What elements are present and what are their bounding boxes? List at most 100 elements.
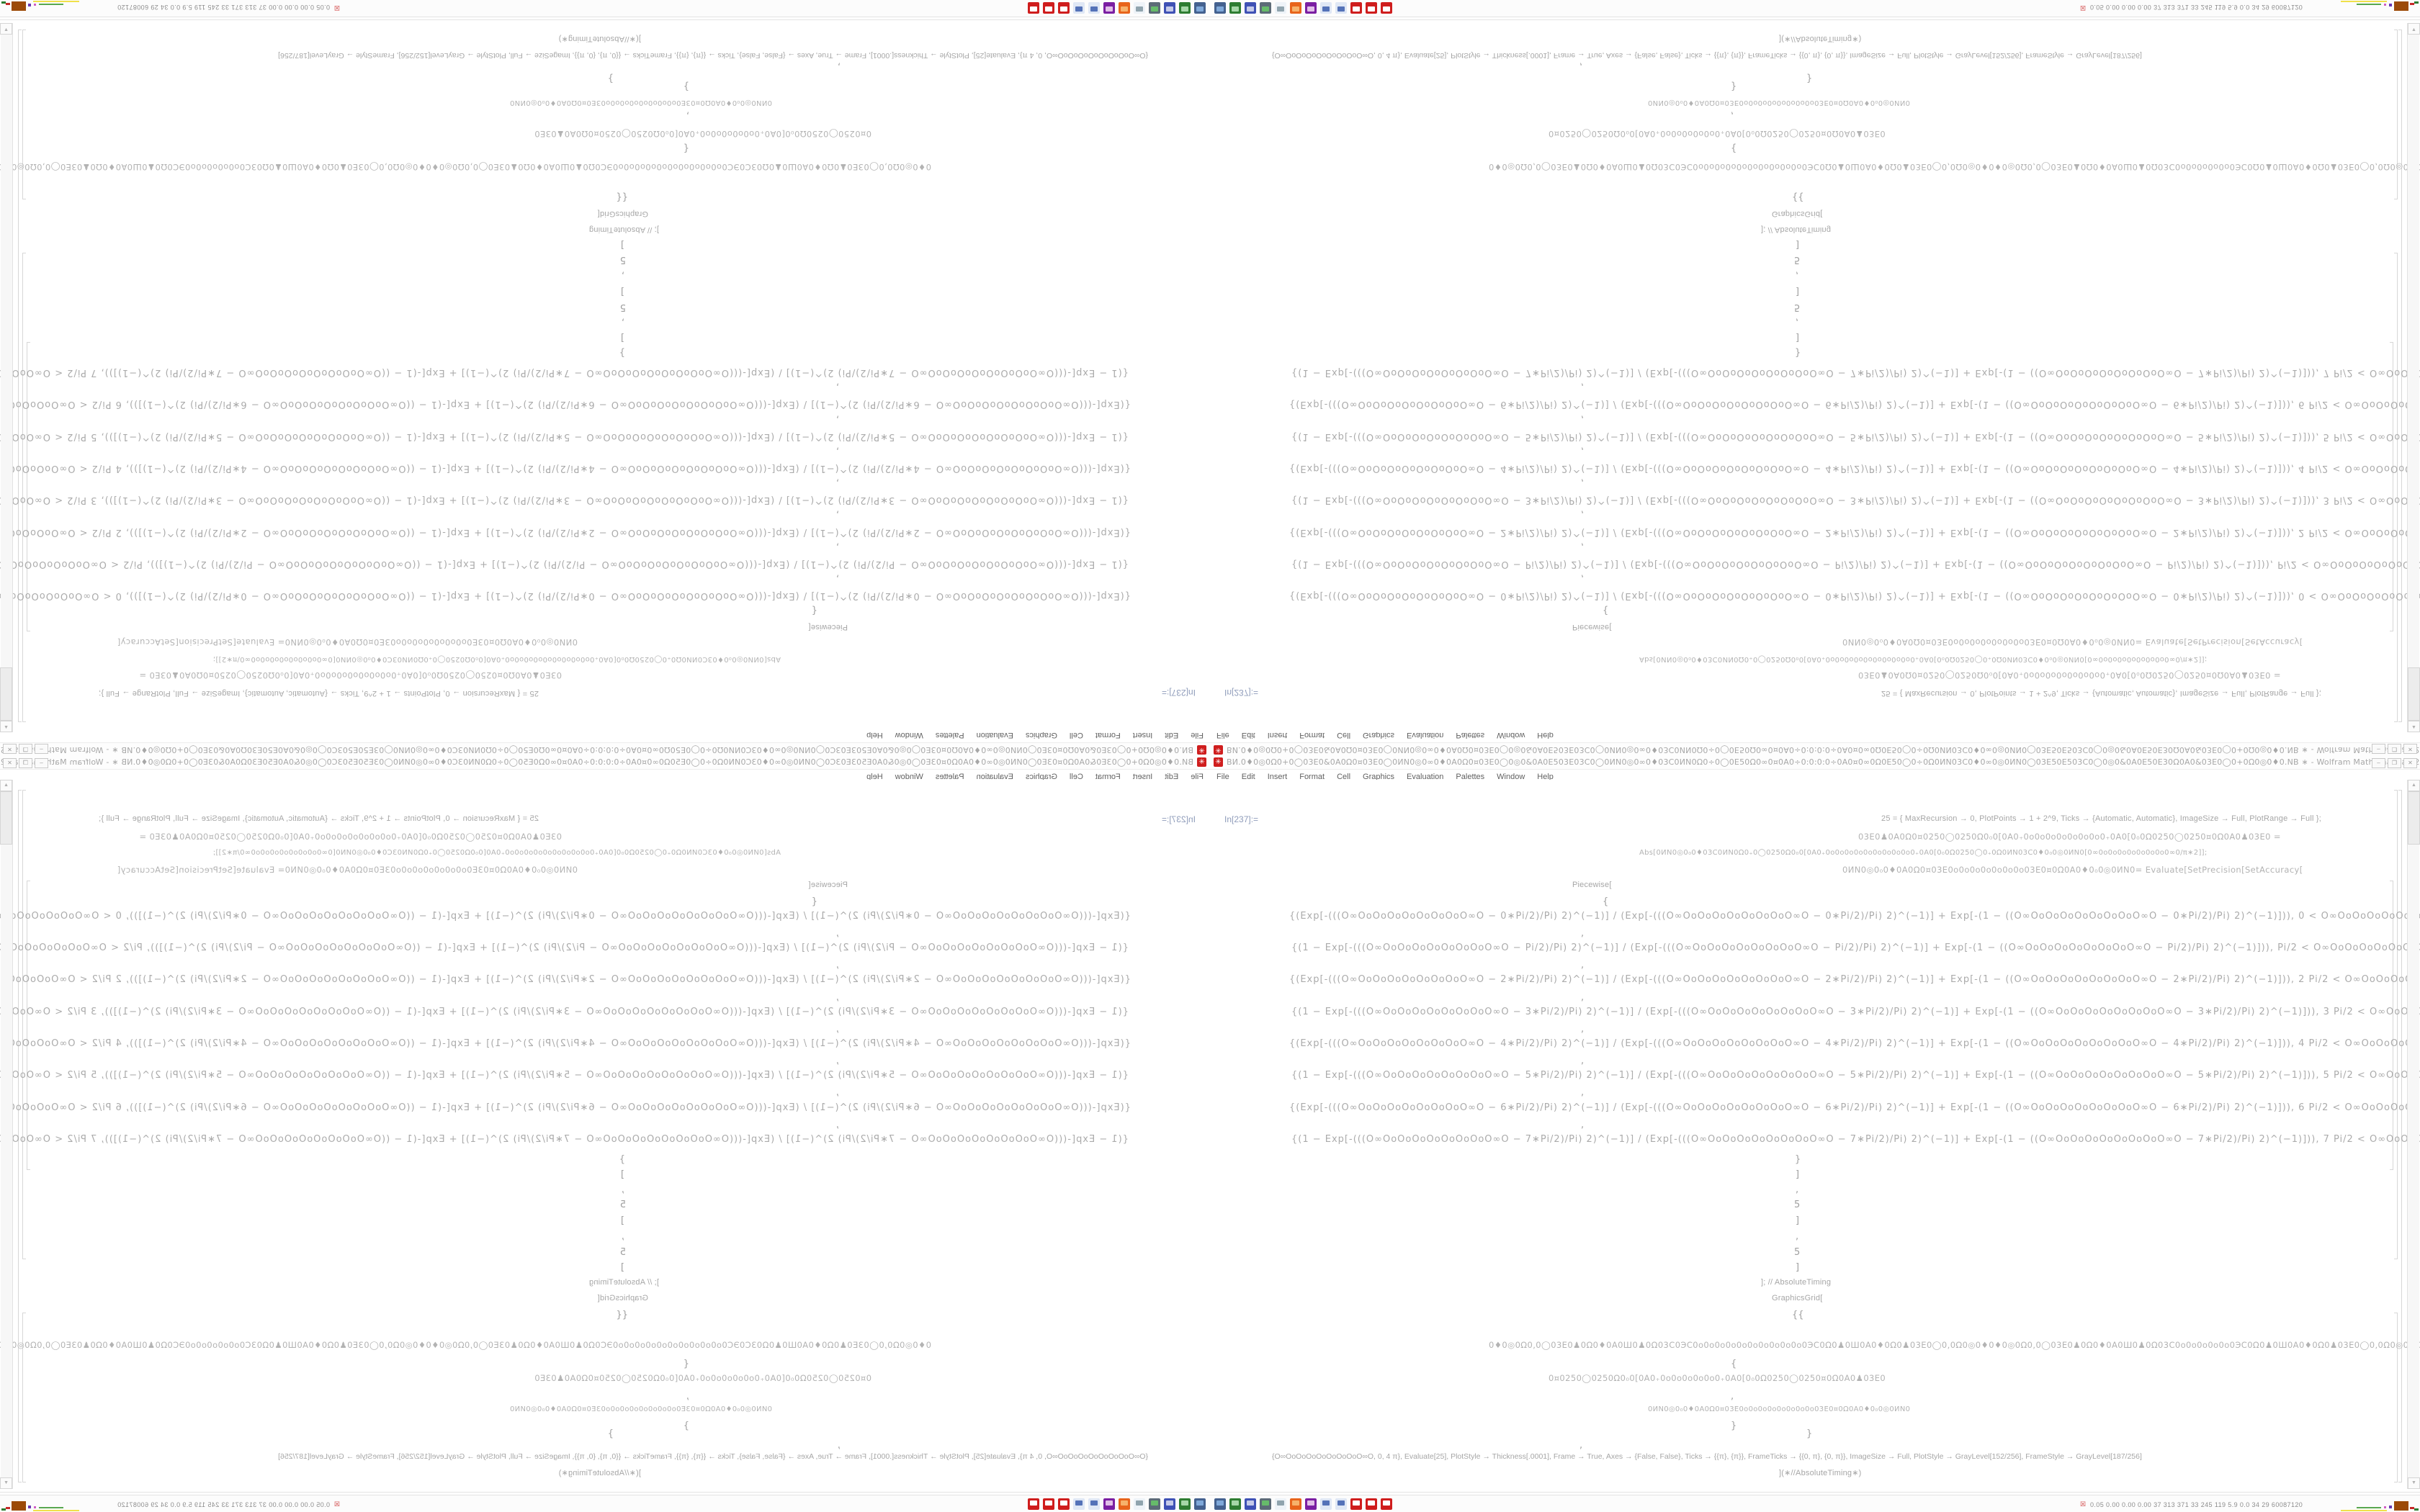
green-meter[interactable] [39,4,63,5]
scroll-down-arrow[interactable]: ▼ [2408,23,2420,35]
green-book-icon[interactable] [1179,2,1191,14]
close-button[interactable]: ✕ [3,744,17,754]
cell-bracket-middle[interactable] [22,253,26,722]
mathematica-icon-2[interactable] [1043,1498,1054,1510]
scroll-up-arrow[interactable]: ▲ [0,721,12,732]
notepad-icon[interactable] [1134,2,1145,14]
green-speck[interactable] [2414,1,2419,4]
firefox-icon[interactable] [1290,2,1301,14]
display-settings-icon[interactable] [1149,2,1160,14]
restore-button[interactable]: ❐ [2388,744,2401,754]
cell-bracket-inner[interactable] [27,881,30,1170]
vertical-scrollbar[interactable]: ▲ ▼ [2407,23,2420,732]
vertical-scrollbar[interactable]: ▲ ▼ [0,780,13,1489]
yellow-meter[interactable] [33,1,79,2]
brown-box[interactable] [2394,1,2408,11]
mathematica-icon-3[interactable] [1028,2,1039,14]
scroll-up-arrow[interactable]: ▲ [0,780,12,791]
firefox-icon[interactable] [1119,2,1130,14]
pink-dot[interactable] [34,1506,36,1508]
display-settings-icon[interactable] [1260,2,1271,14]
cell-bracket-lower[interactable] [22,30,26,199]
calculator-icon-2[interactable] [1335,1498,1347,1510]
menu-graphics[interactable]: Graphics [1363,773,1395,781]
taskbar[interactable]: ☒ 0.05 0.00 0.00 0.00 37 313 371 33 245 … [1210,1495,2420,1512]
mathematica-icon-3[interactable] [1028,1498,1039,1510]
window-titlebar[interactable]: ✳ BИ.0♦0◎0Ω0+0◯03Ε0&0Α0Ω0¤03Ε0◯0ИΝ0◎0∞0♦… [0,756,1210,770]
brown-box[interactable] [12,1501,26,1511]
menu-edit[interactable]: Edit [1241,773,1255,781]
notepad-icon[interactable] [1275,1498,1286,1510]
green-speck[interactable] [1,1508,6,1511]
menu-palettes[interactable]: Palettes [1456,773,1485,781]
taskbar[interactable]: ☒ 0.05 0.00 0.00 0.00 37 313 371 33 245 … [0,0,1210,17]
firefox-icon[interactable] [1290,1498,1301,1510]
close-button[interactable]: ✕ [2403,744,2417,754]
menu-format[interactable]: Format [1299,773,1325,781]
cell-bracket-lower[interactable] [2394,30,2398,199]
scroll-up-arrow[interactable]: ▲ [2408,721,2420,732]
green-meter[interactable] [39,1507,63,1508]
red-speck[interactable] [6,1507,10,1509]
green-book-icon[interactable] [1229,2,1241,14]
scroll-down-arrow[interactable]: ▼ [0,1477,12,1489]
floppy-disk-64-icon[interactable] [1164,1498,1175,1510]
green-meter[interactable] [2357,1507,2381,1508]
cell-bracket-outer[interactable] [2398,790,2402,1482]
pink-dot[interactable] [34,4,36,6]
taskbar[interactable]: ☒ 0.05 0.00 0.00 0.00 37 313 371 33 245 … [1210,0,2420,17]
computer-monitor-icon[interactable] [1194,2,1206,14]
minimize-button[interactable]: – [35,758,48,768]
mathematica-icon-2[interactable] [1043,2,1054,14]
calculator-icon-2[interactable] [1073,1498,1085,1510]
tray-close-icon[interactable]: ☒ [2080,4,2087,12]
mathematica-icon-2[interactable] [1366,2,1377,14]
cell-bracket-inner[interactable] [2390,342,2393,631]
purple-diamond[interactable] [28,4,31,6]
computer-monitor-icon[interactable] [1214,1498,1226,1510]
restore-button[interactable]: ❐ [19,758,32,768]
mathematica-icon-3[interactable] [1381,1498,1392,1510]
scrollbar-thumb[interactable] [2408,791,2420,845]
minimize-button[interactable]: – [35,744,48,754]
menu-file[interactable]: File [1216,773,1229,781]
pink-dot[interactable] [2384,4,2386,6]
purple-app-icon[interactable] [1305,1498,1317,1510]
purple-diamond[interactable] [2389,4,2392,6]
calculator-icon[interactable] [1320,1498,1332,1510]
mathematica-icon-2[interactable] [1366,1498,1377,1510]
display-settings-icon[interactable] [1260,1498,1271,1510]
red-speck[interactable] [6,3,10,5]
firefox-icon[interactable] [1119,1498,1130,1510]
brown-box[interactable] [12,1,26,11]
green-meter[interactable] [2357,4,2381,5]
window-titlebar[interactable]: ✳ BИ.0♦0◎0Ω0+0◯03Ε0&0Α0Ω0¤03Ε0◯0ИΝ0◎0∞0♦… [1210,742,2420,756]
vertical-scrollbar[interactable]: ▲ ▼ [2407,780,2420,1489]
computer-monitor-icon[interactable] [1214,2,1226,14]
tray-close-icon[interactable]: ☒ [333,1500,340,1508]
green-book-icon[interactable] [1179,1498,1191,1510]
calculator-icon-2[interactable] [1073,2,1085,14]
scroll-down-arrow[interactable]: ▼ [0,23,12,35]
notepad-icon[interactable] [1134,1498,1145,1510]
green-speck[interactable] [1,1,6,4]
close-button[interactable]: ✕ [3,758,17,768]
cell-bracket-lower[interactable] [2394,1313,2398,1482]
green-book-icon[interactable] [1229,1498,1241,1510]
minimize-button[interactable]: – [2372,744,2385,754]
tray-close-icon[interactable]: ☒ [2080,1500,2087,1508]
minimize-button[interactable]: – [2372,758,2385,768]
tray-close-icon[interactable]: ☒ [333,4,340,12]
close-button[interactable]: ✕ [2403,758,2417,768]
menu-help[interactable]: Help [1537,773,1554,781]
scroll-down-arrow[interactable]: ▼ [2408,1477,2420,1489]
red-speck[interactable] [2410,1507,2414,1509]
purple-app-icon[interactable] [1305,2,1317,14]
pink-dot[interactable] [2384,1506,2386,1508]
green-speck[interactable] [2414,1508,2419,1511]
restore-button[interactable]: ❐ [2388,758,2401,768]
yellow-meter[interactable] [2341,1510,2387,1511]
scroll-up-arrow[interactable]: ▲ [2408,780,2420,791]
purple-app-icon[interactable] [1103,1498,1115,1510]
display-settings-icon[interactable] [1149,1498,1160,1510]
